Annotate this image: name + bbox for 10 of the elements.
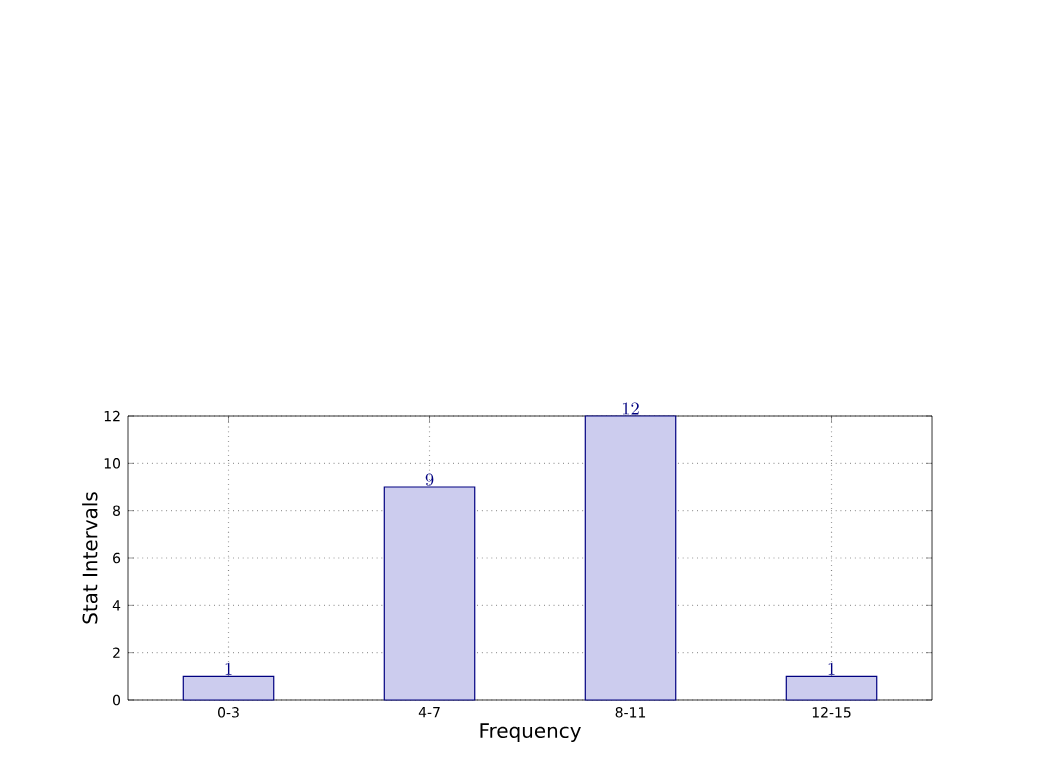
data-label: 9 [425, 473, 434, 486]
bar [785, 675, 878, 701]
bar [182, 675, 275, 701]
bar [584, 415, 677, 701]
y-axis-title: Stat Intervals [82, 492, 98, 624]
data-label: 1 [828, 662, 835, 675]
data-label: 1 [225, 662, 232, 675]
data-label: 12 [622, 402, 639, 415]
x-axis-title: Frequency [480, 723, 581, 742]
bar [383, 486, 476, 701]
